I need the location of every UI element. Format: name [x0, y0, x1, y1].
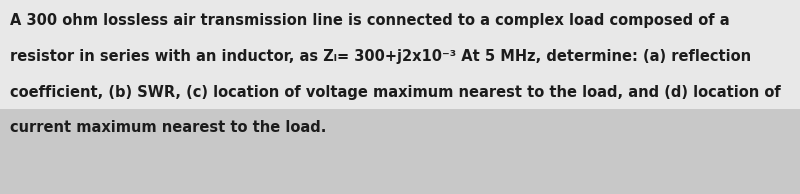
Text: resistor in series with an inductor, as Zₗ= 300+j2x10⁻³ At 5 MHz, determine: (a): resistor in series with an inductor, as …	[10, 49, 750, 64]
Bar	[0, 0, 800, 109]
Text: coefficient, (b) SWR, (c) location of voltage maximum nearest to the load, and (: coefficient, (b) SWR, (c) location of vo…	[10, 85, 780, 100]
Text: current maximum nearest to the load.: current maximum nearest to the load.	[10, 120, 326, 135]
Text: A 300 ohm lossless air transmission line is connected to a complex load composed: A 300 ohm lossless air transmission line…	[10, 13, 730, 28]
